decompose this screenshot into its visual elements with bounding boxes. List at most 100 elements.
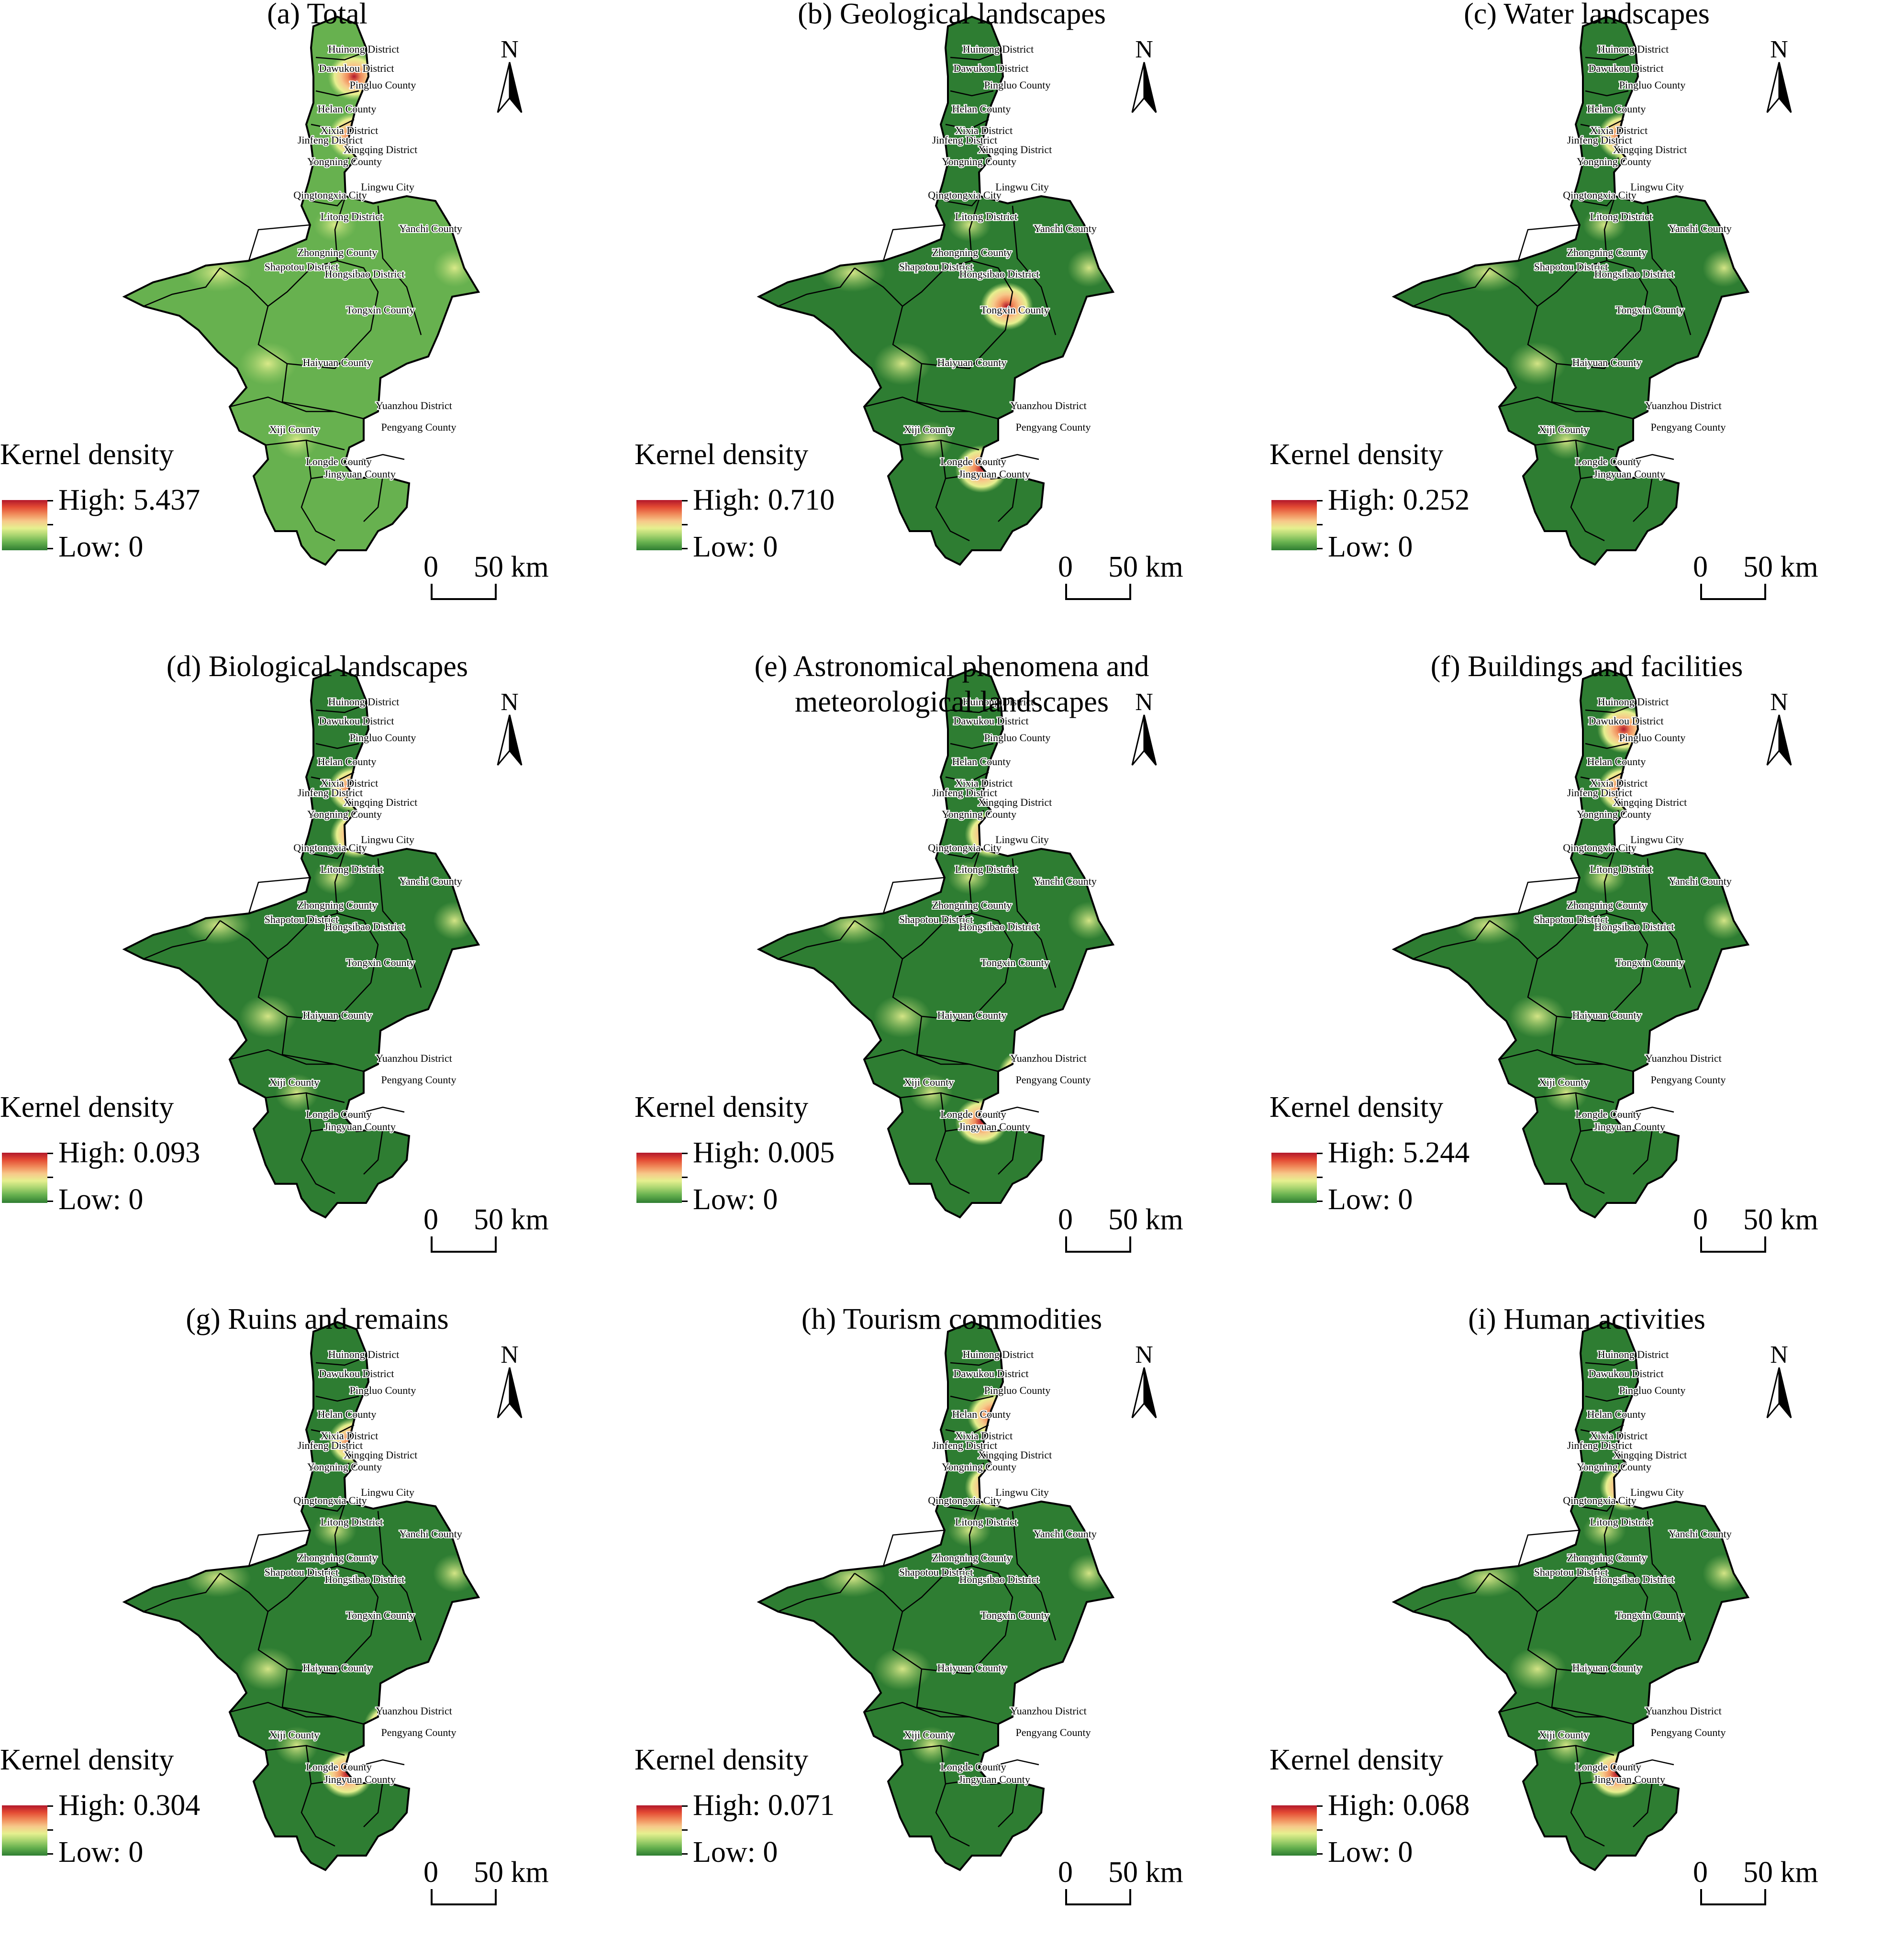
district-label: Tongxin County [1615,1609,1684,1621]
district-label: Xingqing District [344,1449,418,1461]
district-label: Zhongning County [298,1552,378,1564]
district-label: Pengyang County [381,1726,456,1738]
district-label: Yanchi County [1034,1528,1097,1540]
district-label: Pengyang County [381,1074,456,1086]
legend-high-value: High: 0.068 [1328,1789,1470,1822]
district-boundary [1517,1529,1580,1567]
district-label: Xingqing District [1613,796,1687,808]
district-label: Hongsibao District [959,268,1039,280]
district-label: Jingyuan County [324,1773,396,1785]
density-blob [1703,901,1746,940]
region-fill [1394,1322,1748,1870]
district-label: Shapotou District [265,913,339,925]
district-boundary [334,196,346,261]
district-boundary [334,1501,346,1567]
panel-title: (b) Geological landscapes [798,0,1106,30]
district-label: Helan County [952,1408,1011,1420]
legend-ticks [47,1153,54,1203]
district-boundary [337,1565,379,1636]
district-label: Huinong District [963,696,1034,708]
density-blob [184,1559,251,1597]
legend-low-value: Low: 0 [693,1836,778,1869]
district-label: Dawukou District [319,62,394,74]
panel-title: (c) Water landscapes [1464,0,1710,30]
district-boundary [1499,396,1604,412]
legend-color-ramp [2,1805,47,1856]
district-label: Huinong District [1598,43,1669,55]
district-label: Hongsibao District [325,921,405,933]
district-label: Tongxin County [346,1609,414,1621]
district-label: Yanchi County [1669,222,1732,234]
district-label: Litong District [1590,1516,1652,1528]
district-label: Xingqing District [978,1449,1052,1461]
density-blob [1068,249,1111,287]
density-blob [1454,254,1521,292]
district-boundary [971,1565,1013,1636]
legend-high-value: High: 5.244 [1328,1136,1470,1169]
svg-text:N: N [1135,36,1153,63]
district-boundary [1647,858,1692,988]
legend-title: Kernel density [0,1744,174,1776]
density-blob [1509,1647,1566,1691]
district-label: Lingwu City [361,181,414,193]
district-boundary [1012,205,1057,335]
legend-title: Kernel density [0,438,174,471]
district-label: Yuanzhou District [1645,1052,1721,1064]
district-label: Xingqing District [978,144,1052,156]
province-outline [757,668,1115,1219]
legend-low-value: Low: 0 [1328,1183,1413,1216]
north-arrow-icon: N [1766,1341,1792,1418]
district-label: Xiji County [269,1729,320,1741]
district-boundary [950,90,994,97]
district-label: Litong District [1590,211,1652,222]
scale-bar [431,1236,497,1253]
region-fill [759,17,1113,565]
legend-color-ramp [636,1805,682,1856]
density-surface [759,1322,1113,1870]
district-label: Shapotou District [1534,1566,1608,1578]
district-label: Dawukou District [1588,1368,1663,1380]
district-label: Tongxin County [1615,957,1684,968]
district-label: Yanchi County [1034,875,1097,887]
district-label: Pingluo County [1619,732,1686,744]
panel-title: (a) Total [267,0,367,30]
district-label: Xiji County [1539,423,1589,435]
legend-ticks [47,1805,54,1856]
district-label: Helan County [952,103,1011,115]
district-boundary [935,478,970,542]
district-label: Longde County [306,456,372,467]
map-panel: Huinong District Dawukou District Pingluo … [0,650,635,1305]
density-blob [1068,901,1111,940]
province-outline [757,15,1115,566]
district-label: Huinong District [1598,696,1669,708]
district-label: Longde County [306,1761,372,1773]
district-boundary [944,1501,980,1512]
region-fill [1394,17,1748,565]
scale-bar [1065,1236,1131,1253]
legend-color-ramp [2,1153,47,1203]
district-boundary [969,1501,981,1567]
density-blob [1583,1513,1626,1547]
district-boundary [969,196,981,261]
province-outline [122,15,480,566]
district-label: Pingluo County [1619,1384,1686,1396]
district-boundary [310,1501,346,1512]
district-label: Shapotou District [899,1566,973,1578]
region-fill [124,1322,479,1870]
district-label: Huinong District [328,696,400,708]
density-blob [313,1513,356,1547]
district-boundary [363,1781,384,1827]
legend-high-value: High: 5.437 [58,484,200,516]
district-boundary [998,1128,1018,1175]
district-label: Dawukou District [1588,62,1663,74]
district-label: Longde County [306,1108,372,1120]
region-fill [759,1322,1113,1870]
district-label: Helan County [952,756,1011,768]
district-boundary [281,1016,364,1072]
district-boundary [1585,1357,1634,1366]
district-label: Xixia District [955,777,1013,789]
district-label: Jinfeng District [1567,1439,1632,1451]
svg-text:N: N [1770,1341,1788,1368]
legend-color-ramp [2,500,47,550]
district-boundary [315,52,364,61]
